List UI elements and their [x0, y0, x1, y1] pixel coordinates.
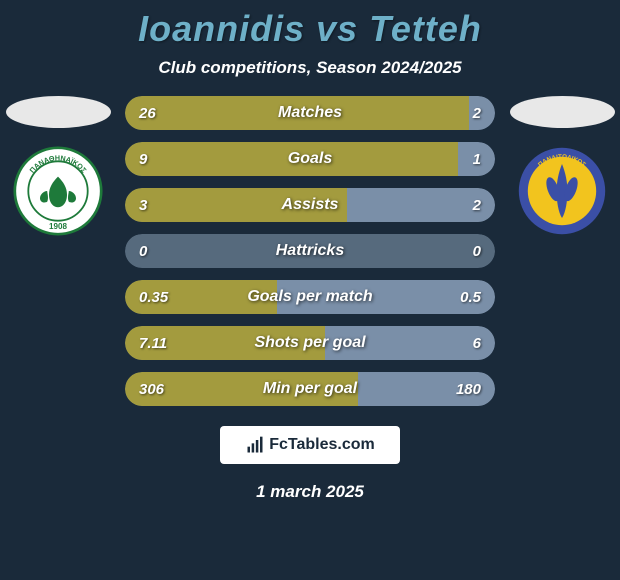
stat-row: 262Matches	[125, 96, 495, 130]
stat-row: 306180Min per goal	[125, 372, 495, 406]
panetolikos-crest-icon: ΠΑΝΑΙΤΩΛΙΚΟΣ	[517, 146, 607, 236]
season-subtitle: Club competitions, Season 2024/2025	[158, 58, 461, 78]
stat-row: 32Assists	[125, 188, 495, 222]
left-club-crest: ΠΑΝΑΘΗΝΑΪΚΟΣ 1908	[13, 146, 103, 236]
stat-label: Goals per match	[125, 288, 495, 306]
page-title: Ioannidis vs Tetteh	[138, 8, 482, 50]
comparison-card: Ioannidis vs Tetteh Club competitions, S…	[0, 0, 620, 580]
panathinaikos-crest-icon: ΠΑΝΑΘΗΝΑΪΚΟΣ 1908	[13, 146, 103, 236]
stat-label: Hattricks	[125, 242, 495, 260]
main-row: ΠΑΝΑΘΗΝΑΪΚΟΣ 1908 262Matches 91Goals 32Ass…	[0, 96, 620, 406]
chart-icon	[245, 435, 265, 455]
stat-label: Goals	[125, 150, 495, 168]
right-shadow-ellipse	[510, 96, 615, 128]
stat-label: Matches	[125, 104, 495, 122]
right-player-col: ΠΑΝΑΙΤΩΛΙΚΟΣ	[507, 96, 617, 236]
stat-label: Min per goal	[125, 380, 495, 398]
brand-text: FcTables.com	[269, 436, 375, 454]
stat-label: Assists	[125, 196, 495, 214]
stats-column: 262Matches 91Goals 32Assists 00Hattricks 0.3…	[125, 96, 495, 406]
brand-badge[interactable]: FcTables.com	[220, 426, 400, 464]
snapshot-date: 1 march 2025	[256, 482, 364, 502]
left-shadow-ellipse	[6, 96, 111, 128]
stat-row: 0.350.5Goals per match	[125, 280, 495, 314]
stat-row: 7.116Shots per goal	[125, 326, 495, 360]
stat-row: 91Goals	[125, 142, 495, 176]
stat-row: 00Hattricks	[125, 234, 495, 268]
right-club-crest: ΠΑΝΑΙΤΩΛΙΚΟΣ	[517, 146, 607, 236]
stat-label: Shots per goal	[125, 334, 495, 352]
svg-text:1908: 1908	[49, 222, 67, 231]
left-player-col: ΠΑΝΑΘΗΝΑΪΚΟΣ 1908	[3, 96, 113, 236]
